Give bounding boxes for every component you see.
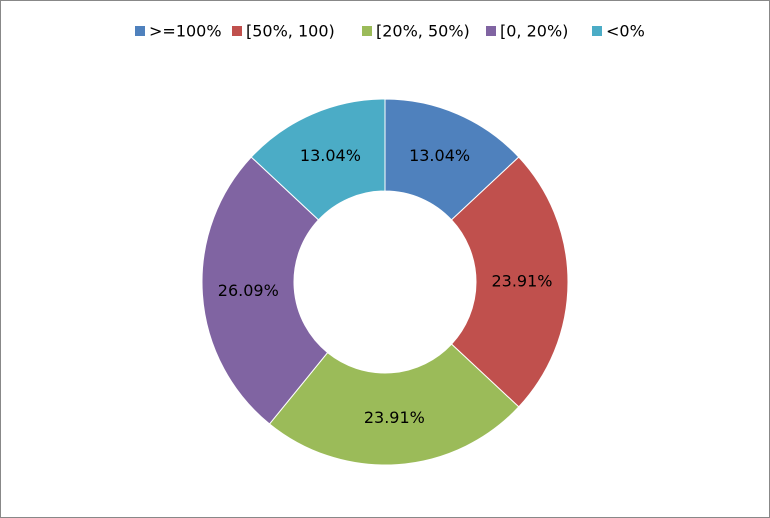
legend-swatch bbox=[232, 26, 242, 36]
data-label: 13.04% bbox=[409, 146, 470, 165]
data-label: 26.09% bbox=[218, 281, 279, 300]
legend-label: [20%, 50%) bbox=[376, 22, 470, 41]
legend-label: >=100% bbox=[149, 22, 222, 41]
legend-swatch bbox=[362, 26, 372, 36]
data-label: 23.91% bbox=[364, 408, 425, 427]
slice bbox=[201, 156, 329, 425]
legend-swatch bbox=[592, 26, 602, 36]
data-label: 23.91% bbox=[491, 271, 552, 290]
legend-swatch bbox=[486, 26, 496, 36]
legend-label: <0% bbox=[606, 22, 645, 41]
slice bbox=[268, 343, 520, 466]
legend-label: [0, 20%) bbox=[500, 22, 568, 41]
legend-swatch bbox=[135, 26, 145, 36]
slice bbox=[450, 156, 569, 408]
slice bbox=[250, 98, 386, 221]
data-label: 13.04% bbox=[300, 146, 361, 165]
legend-label: [50%, 100) bbox=[246, 22, 335, 41]
